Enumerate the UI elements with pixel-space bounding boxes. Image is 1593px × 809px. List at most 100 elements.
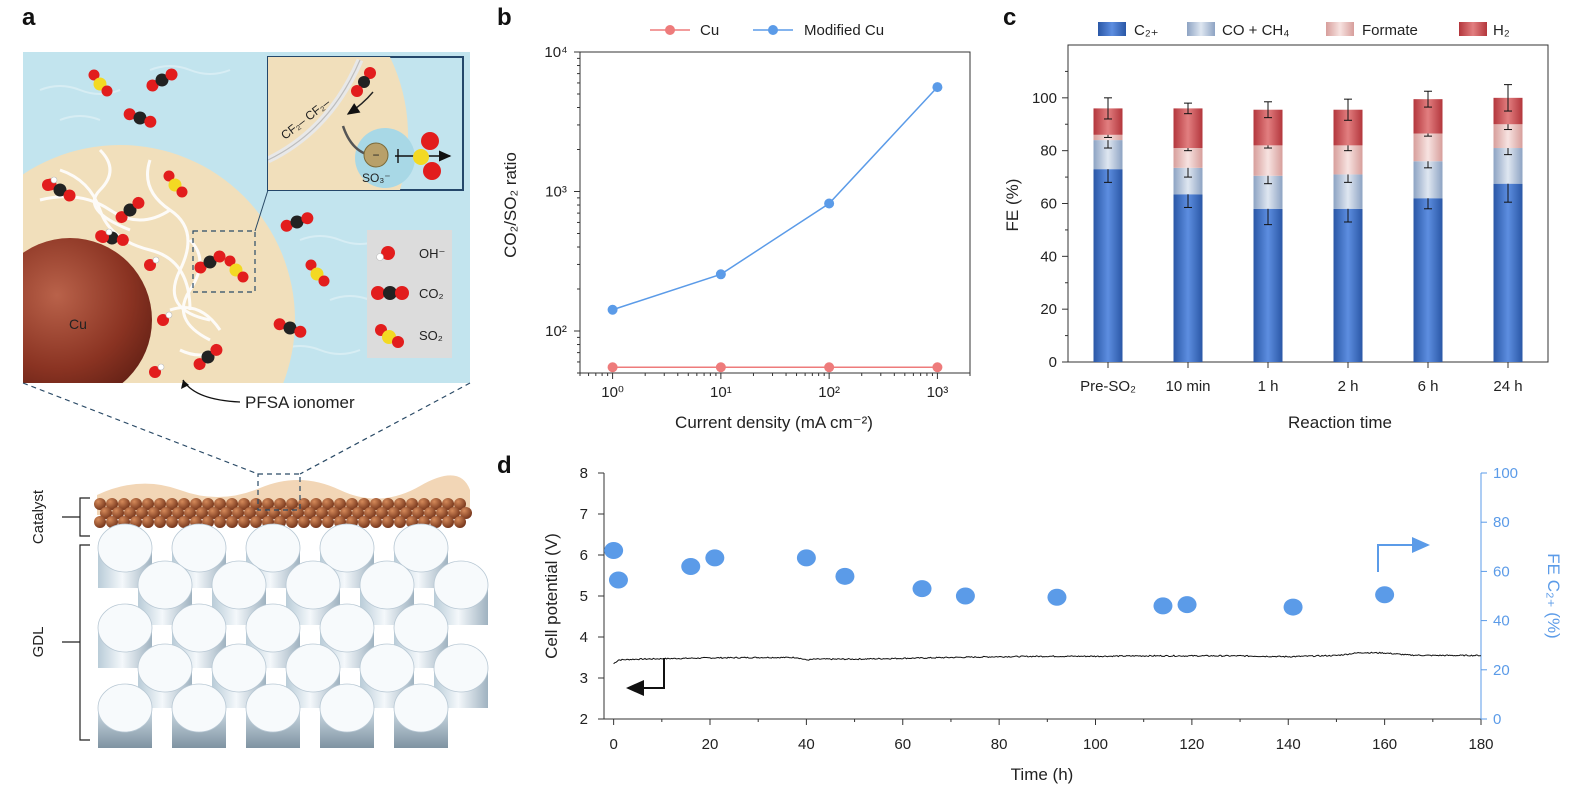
y-tick-label-c: 80 xyxy=(1040,143,1057,160)
gdl-fiber-top xyxy=(245,683,301,733)
x-tick-label-b: 10³ xyxy=(927,384,949,401)
fe-c2-point xyxy=(608,571,628,589)
oxygen-atom xyxy=(280,219,293,232)
oh-molecule-icon xyxy=(42,176,58,191)
catalyst-pellet xyxy=(310,498,322,510)
co2-molecule-icon xyxy=(123,108,157,128)
x-tick-label-d: 0 xyxy=(609,736,617,753)
catalyst-pellet xyxy=(112,507,124,519)
catalyst-pellet xyxy=(202,498,214,510)
oxygen-atom xyxy=(115,211,128,224)
catalyst-pellet xyxy=(346,498,358,510)
legend-modified-marker xyxy=(768,25,778,35)
y-tick-label-d: 7 xyxy=(580,506,588,523)
y-tick-label-d: 8 xyxy=(580,465,588,482)
gdl-fiber-top xyxy=(97,523,153,573)
catalyst-pellet xyxy=(94,498,106,510)
catalyst-pellet xyxy=(448,507,460,519)
co2-molecule-icon xyxy=(194,250,226,274)
catalyst-pellet xyxy=(340,507,352,519)
catalyst-pellet xyxy=(454,498,466,510)
cu-label: Cu xyxy=(69,316,87,332)
chart-c: C₂₊ CO + CH₄ Formate H₂ Reaction time FE… xyxy=(1003,22,1549,432)
x-tick-label-c: Pre-SO₂ xyxy=(1080,378,1136,395)
c2-segment xyxy=(1493,183,1523,362)
catalyst-pellet xyxy=(100,507,112,519)
catalyst-pellet xyxy=(316,507,328,519)
c2-segment xyxy=(1333,208,1363,362)
x-tick-label-d: 80 xyxy=(991,736,1008,753)
catalyst-pellet xyxy=(232,507,244,519)
catalyst-pellet xyxy=(388,507,400,519)
fe-c2-point xyxy=(681,557,701,575)
cu-particle xyxy=(23,238,152,383)
catalyst-pellet xyxy=(382,516,394,528)
x-tick-label-c: 10 min xyxy=(1165,378,1210,395)
oxygen-atom xyxy=(149,366,161,378)
y-tick-label-b: 10³ xyxy=(545,184,567,201)
catalyst-pellet xyxy=(424,507,436,519)
sulfonate-bead xyxy=(363,142,389,168)
catalyst-pellet xyxy=(430,516,442,528)
fe-c2-point xyxy=(1283,598,1303,616)
y2-tick-label-d: 100 xyxy=(1493,465,1518,482)
fe-c2-point xyxy=(1177,596,1197,614)
formate-segment xyxy=(1253,145,1283,176)
x-tick-label-d: 40 xyxy=(798,736,815,753)
hydrogen-atom xyxy=(152,256,160,264)
catalyst-pellet xyxy=(274,498,286,510)
catalyst-pellet xyxy=(172,507,184,519)
catalyst-pellet xyxy=(196,507,208,519)
data-point-modified-cu xyxy=(715,269,726,280)
y-tick-label-b: 10⁴ xyxy=(544,44,567,61)
catalyst-pellet xyxy=(370,516,382,528)
fe-c2-point xyxy=(1153,597,1173,615)
legend-formate-swatch xyxy=(1326,22,1354,36)
catalyst-pellet xyxy=(166,498,178,510)
oxygen-atom xyxy=(144,115,157,128)
y-tick-label-c: 40 xyxy=(1040,248,1057,265)
formate-segment xyxy=(1493,124,1523,149)
catalyst-pellet xyxy=(178,516,190,528)
gdl-fiber-top xyxy=(319,683,375,733)
y-tick-label-c: 100 xyxy=(1032,90,1057,107)
y-tick-label-c: 60 xyxy=(1040,196,1057,213)
gdl-fiber-top xyxy=(137,560,193,610)
hydrogen-atom xyxy=(105,228,113,236)
gdl-bracket xyxy=(62,544,90,741)
legend-co-swatch xyxy=(1187,22,1215,36)
gdl-fiber-top xyxy=(97,603,153,653)
legend-b: Cu Modified Cu xyxy=(650,22,884,39)
catalyst-pellet xyxy=(184,507,196,519)
ylabel-c: FE (%) xyxy=(1003,179,1022,232)
catalyst-pellet xyxy=(166,516,178,528)
catalyst-pellet xyxy=(94,516,106,528)
data-point-modified-cu xyxy=(932,82,943,93)
catalyst-pellet xyxy=(160,507,172,519)
fe-c2-point xyxy=(955,587,975,605)
legend-h2-swatch xyxy=(1459,22,1487,36)
catalyst-label: Catalyst xyxy=(30,489,47,544)
oxygen-atom xyxy=(193,358,206,371)
catalyst-pellet xyxy=(358,498,370,510)
catalyst-pellet xyxy=(298,498,310,510)
so2-molecule-icon xyxy=(305,259,330,287)
c2-segment xyxy=(1413,198,1443,362)
electrode-crosssection xyxy=(94,475,489,748)
catalyst-pellet xyxy=(328,507,340,519)
catalyst-pellet xyxy=(394,516,406,528)
hydrogen-atom xyxy=(50,176,58,184)
oxygen-atom xyxy=(116,233,129,246)
carbon-atom xyxy=(133,111,147,125)
co2-molecule-icon xyxy=(371,286,409,300)
catalyst-pellet xyxy=(370,498,382,510)
legend-c2-label: C₂₊ xyxy=(1134,22,1159,39)
gdl-fiber-top xyxy=(359,643,415,693)
oxygen-atom xyxy=(88,69,100,81)
formate-segment xyxy=(1413,133,1443,162)
y-tick-label-b: 10² xyxy=(545,323,567,340)
ylabel-d: Cell potential (V) xyxy=(542,533,561,659)
catalyst-pellet xyxy=(142,498,154,510)
catalyst-pellet xyxy=(376,507,388,519)
oxygen-atom xyxy=(194,261,207,274)
